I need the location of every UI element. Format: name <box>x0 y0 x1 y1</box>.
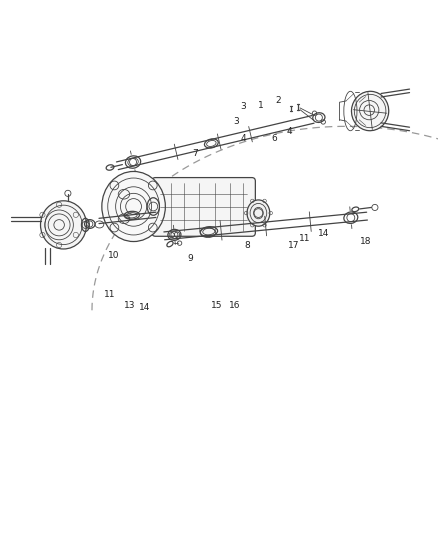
Text: 4: 4 <box>286 127 292 136</box>
Ellipse shape <box>247 200 270 226</box>
Text: 14: 14 <box>139 303 150 312</box>
Text: 11: 11 <box>104 290 115 300</box>
Text: 9: 9 <box>187 254 194 263</box>
Text: 3: 3 <box>233 117 240 126</box>
Text: 17: 17 <box>288 241 299 250</box>
Text: 8: 8 <box>244 241 251 250</box>
Text: 1: 1 <box>258 101 264 110</box>
Ellipse shape <box>102 172 166 241</box>
Text: 10: 10 <box>108 251 120 260</box>
Text: 15: 15 <box>211 302 223 310</box>
Text: 6: 6 <box>271 134 277 143</box>
Text: 18: 18 <box>360 237 371 246</box>
Ellipse shape <box>40 201 86 249</box>
Text: 2: 2 <box>276 96 281 106</box>
Ellipse shape <box>351 91 389 131</box>
Text: 14: 14 <box>318 229 330 238</box>
Text: 4: 4 <box>240 134 246 143</box>
Text: 16: 16 <box>229 302 240 310</box>
Text: 3: 3 <box>240 102 246 111</box>
Text: 13: 13 <box>124 302 135 310</box>
Text: 7: 7 <box>192 149 198 158</box>
Text: 11: 11 <box>299 233 310 243</box>
FancyBboxPatch shape <box>152 177 255 236</box>
